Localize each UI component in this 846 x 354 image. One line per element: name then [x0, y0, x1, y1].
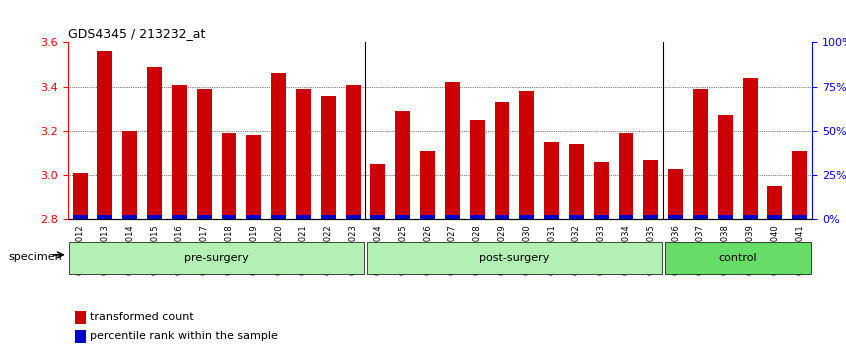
Bar	[445, 215, 459, 219]
Bar	[544, 142, 559, 219]
Bar	[371, 215, 385, 219]
Bar	[97, 215, 113, 219]
Bar	[767, 186, 783, 219]
Bar	[668, 169, 683, 219]
Text: control: control	[718, 253, 757, 263]
Bar	[147, 215, 162, 219]
Bar	[644, 160, 658, 219]
Bar	[767, 215, 783, 219]
Bar	[420, 215, 435, 219]
Bar	[569, 144, 584, 219]
Bar	[594, 215, 608, 219]
Bar	[172, 215, 187, 219]
Bar	[519, 91, 534, 219]
Bar	[296, 215, 310, 219]
Bar	[793, 151, 807, 219]
Bar	[618, 133, 634, 219]
Bar	[346, 215, 360, 219]
Bar	[594, 162, 608, 219]
Bar	[495, 102, 509, 219]
Bar	[346, 85, 360, 219]
Bar	[743, 78, 757, 219]
Bar	[246, 135, 261, 219]
FancyBboxPatch shape	[664, 242, 811, 274]
Text: GDS4345 / 213232_at: GDS4345 / 213232_at	[68, 27, 205, 40]
Bar	[222, 215, 236, 219]
Bar	[395, 111, 410, 219]
Bar	[470, 215, 485, 219]
Bar	[519, 215, 534, 219]
Bar	[197, 89, 212, 219]
Text: post-surgery: post-surgery	[479, 253, 550, 263]
Bar	[75, 311, 86, 324]
FancyBboxPatch shape	[69, 242, 365, 274]
Bar	[693, 89, 708, 219]
Bar	[123, 215, 137, 219]
Bar	[75, 330, 86, 343]
Bar	[743, 215, 757, 219]
Bar	[73, 215, 87, 219]
Bar	[793, 215, 807, 219]
Bar	[97, 51, 113, 219]
Bar	[222, 133, 236, 219]
Bar	[371, 164, 385, 219]
Bar	[73, 173, 87, 219]
Bar	[693, 215, 708, 219]
Bar	[395, 215, 410, 219]
Bar	[197, 215, 212, 219]
Bar	[321, 215, 336, 219]
Text: transformed count: transformed count	[90, 312, 194, 322]
Text: pre-surgery: pre-surgery	[184, 253, 249, 263]
Bar	[272, 215, 286, 219]
Bar	[718, 115, 733, 219]
Bar	[618, 215, 634, 219]
Text: specimen: specimen	[8, 252, 63, 262]
FancyBboxPatch shape	[366, 242, 662, 274]
Bar	[272, 74, 286, 219]
Bar	[495, 215, 509, 219]
Bar	[470, 120, 485, 219]
Bar	[569, 215, 584, 219]
Bar	[644, 215, 658, 219]
Bar	[668, 215, 683, 219]
Bar	[544, 215, 559, 219]
Bar	[172, 85, 187, 219]
Bar	[445, 82, 459, 219]
Bar	[246, 215, 261, 219]
Bar	[123, 131, 137, 219]
Bar	[718, 215, 733, 219]
Text: percentile rank within the sample: percentile rank within the sample	[90, 331, 277, 341]
Bar	[321, 96, 336, 219]
Bar	[296, 89, 310, 219]
Bar	[420, 151, 435, 219]
Bar	[147, 67, 162, 219]
